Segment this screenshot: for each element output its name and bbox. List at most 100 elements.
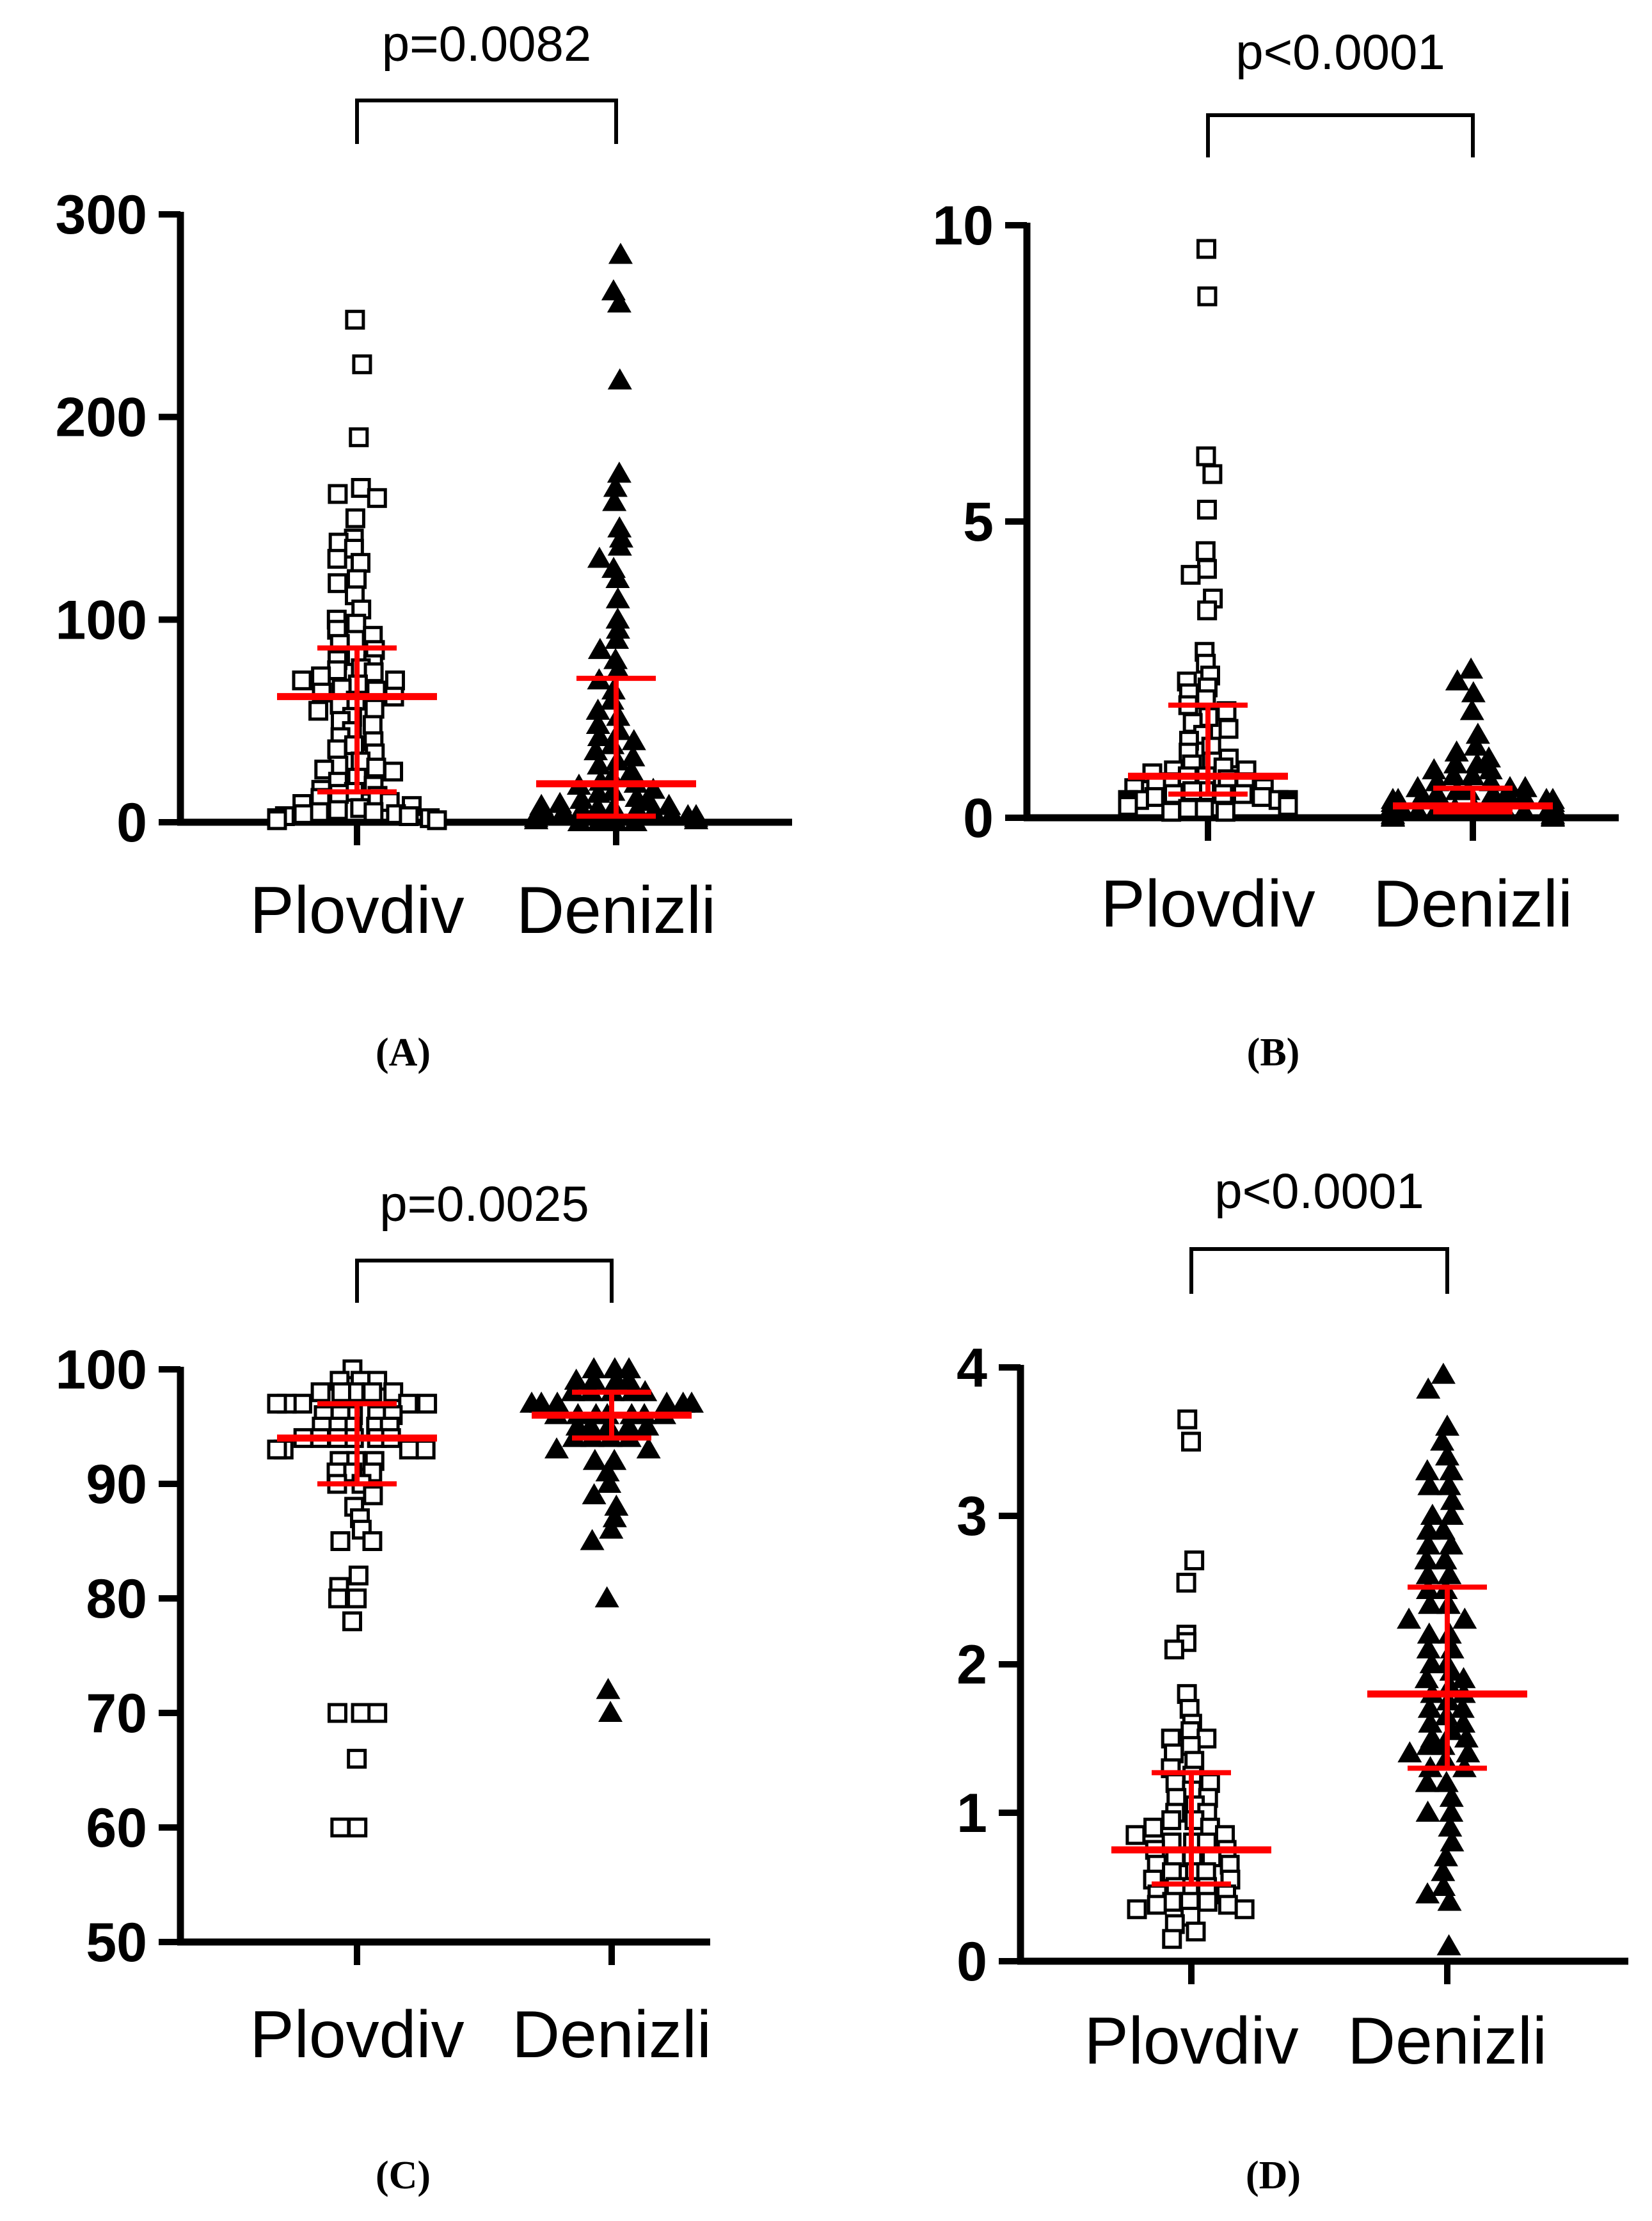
p-value-label: p=0.0082 bbox=[382, 15, 592, 72]
y-tick-label: 5 bbox=[963, 491, 994, 553]
data-point-triangle bbox=[1438, 1815, 1463, 1837]
y-tick-label: 0 bbox=[957, 1931, 987, 1993]
data-point-triangle bbox=[545, 1391, 570, 1413]
data-point-triangle bbox=[569, 788, 594, 809]
data-point-square bbox=[309, 802, 330, 822]
data-point-square bbox=[344, 735, 364, 756]
y-tick-label: 4 bbox=[957, 1337, 987, 1399]
data-point-triangle bbox=[1454, 1726, 1479, 1747]
data-point-triangle bbox=[616, 1414, 641, 1436]
data-point-triangle bbox=[1451, 1667, 1476, 1689]
data-point-square bbox=[351, 553, 371, 573]
data-point-triangle bbox=[1437, 1563, 1462, 1584]
p-value-label: p=0.0025 bbox=[379, 1175, 589, 1232]
panel-d: 0 1 2 3 4 Plovdiv Denizli p<0.0001 (D) bbox=[957, 1163, 1628, 2197]
data-point-triangle bbox=[607, 291, 631, 313]
data-point-triangle bbox=[582, 1368, 607, 1390]
data-point-triangle bbox=[584, 739, 608, 761]
data-point-triangle bbox=[621, 729, 646, 751]
data-point-triangle bbox=[520, 1391, 544, 1413]
significance-bracket bbox=[1206, 113, 1475, 157]
data-point-triangle bbox=[1434, 1414, 1459, 1436]
data-point-triangle bbox=[1417, 1696, 1442, 1718]
data-point-triangle bbox=[585, 795, 610, 817]
data-point-triangle bbox=[1417, 1474, 1442, 1495]
data-point-triangle bbox=[587, 546, 612, 568]
data-point-square bbox=[351, 478, 371, 498]
data-point-square bbox=[417, 1394, 438, 1414]
data-point-triangle bbox=[1439, 1459, 1464, 1481]
data-point-square bbox=[347, 1588, 367, 1609]
data-point-triangle bbox=[596, 1414, 621, 1436]
data-point-triangle bbox=[1417, 1622, 1442, 1644]
y-tick-label: 300 bbox=[56, 184, 148, 246]
data-point-triangle bbox=[1416, 1533, 1441, 1555]
y-tick-label: 50 bbox=[86, 1912, 147, 1973]
data-point-triangle bbox=[598, 1701, 623, 1722]
data-point-square bbox=[1181, 1431, 1202, 1452]
y-tick-label: 3 bbox=[957, 1486, 987, 1547]
data-point-triangle bbox=[1452, 1607, 1477, 1629]
data-point-square bbox=[351, 1703, 371, 1723]
data-point-square bbox=[1184, 1550, 1205, 1571]
data-point-triangle bbox=[1415, 1563, 1440, 1584]
data-point-square bbox=[267, 810, 287, 831]
data-point-square bbox=[267, 1439, 287, 1460]
data-point-square bbox=[1143, 1817, 1164, 1838]
y-tick-label: 2 bbox=[957, 1634, 987, 1696]
data-point-triangle bbox=[602, 1506, 627, 1527]
data-point-triangle bbox=[1459, 699, 1484, 720]
data-point-triangle bbox=[587, 637, 612, 659]
data-point-square bbox=[415, 1439, 436, 1460]
data-point-square bbox=[1127, 1899, 1147, 1920]
data-point-square bbox=[310, 1382, 331, 1403]
data-point-square bbox=[1186, 1922, 1206, 1942]
data-point-triangle bbox=[1430, 1429, 1455, 1451]
data-point-square bbox=[363, 802, 384, 822]
data-point-square bbox=[1176, 1572, 1196, 1593]
data-point-square bbox=[327, 660, 347, 680]
data-point-triangle bbox=[607, 534, 632, 556]
data-point-triangle bbox=[1434, 1771, 1459, 1792]
data-point-square bbox=[1164, 1639, 1184, 1660]
data-point-triangle bbox=[641, 777, 666, 799]
data-point-triangle bbox=[544, 1437, 569, 1459]
data-point-triangle bbox=[1443, 752, 1468, 774]
data-point-square bbox=[1197, 1891, 1218, 1912]
data-point-triangle bbox=[1418, 1711, 1443, 1733]
data-point-square bbox=[328, 573, 348, 593]
x-category-label-denizli: Denizli bbox=[1373, 867, 1573, 941]
data-point-triangle bbox=[603, 475, 628, 497]
data-point-triangle bbox=[1381, 806, 1405, 827]
data-point-triangle bbox=[585, 713, 610, 734]
data-point-square bbox=[1125, 1825, 1146, 1845]
data-point-square bbox=[330, 1817, 351, 1838]
data-point-square bbox=[267, 1394, 287, 1414]
data-point-triangle bbox=[1437, 1890, 1462, 1911]
y-tick-label: 100 bbox=[56, 1339, 148, 1401]
data-point-square bbox=[328, 800, 348, 820]
panel-label: (C) bbox=[376, 2154, 431, 2197]
data-point-square bbox=[364, 699, 385, 719]
data-point-square bbox=[362, 1531, 383, 1551]
data-point-triangle bbox=[605, 628, 630, 649]
y-tick-label: 1 bbox=[957, 1783, 987, 1844]
data-point-triangle bbox=[1415, 1459, 1440, 1481]
data-point-triangle bbox=[655, 1391, 679, 1413]
data-point-triangle bbox=[599, 1517, 624, 1539]
data-point-square bbox=[399, 806, 419, 826]
data-point-square bbox=[292, 670, 312, 690]
data-point-square bbox=[331, 1382, 351, 1403]
data-point-square bbox=[1118, 795, 1138, 816]
data-point-triangle bbox=[1451, 1711, 1476, 1733]
data-point-triangle bbox=[623, 810, 647, 831]
data-point-square bbox=[1177, 1409, 1198, 1429]
data-point-square bbox=[427, 810, 447, 831]
data-point-square bbox=[1196, 446, 1216, 466]
data-point-square bbox=[1218, 719, 1239, 739]
data-point-triangle bbox=[1433, 1548, 1457, 1570]
x-category-label-denizli: Denizli bbox=[512, 1998, 711, 2072]
data-point-square bbox=[1215, 802, 1235, 822]
data-point-square bbox=[346, 614, 367, 634]
